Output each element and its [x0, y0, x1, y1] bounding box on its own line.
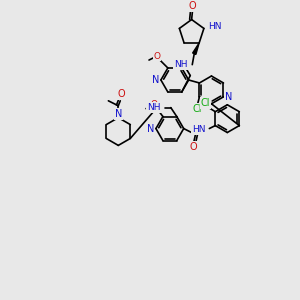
- Text: O: O: [190, 142, 197, 152]
- Text: N: N: [147, 124, 154, 134]
- Text: N: N: [115, 109, 122, 119]
- Text: N: N: [225, 92, 233, 102]
- Text: O: O: [117, 89, 125, 99]
- Text: NH: NH: [174, 60, 187, 69]
- Text: O: O: [189, 1, 196, 11]
- Text: HN: HN: [192, 125, 206, 134]
- Polygon shape: [193, 43, 199, 55]
- Text: NH: NH: [147, 103, 161, 112]
- Text: Cl: Cl: [193, 104, 202, 114]
- Text: N: N: [152, 75, 159, 85]
- Text: Cl: Cl: [201, 98, 210, 108]
- Text: O: O: [151, 100, 158, 109]
- Text: HN: HN: [208, 22, 221, 31]
- Text: O: O: [153, 52, 161, 61]
